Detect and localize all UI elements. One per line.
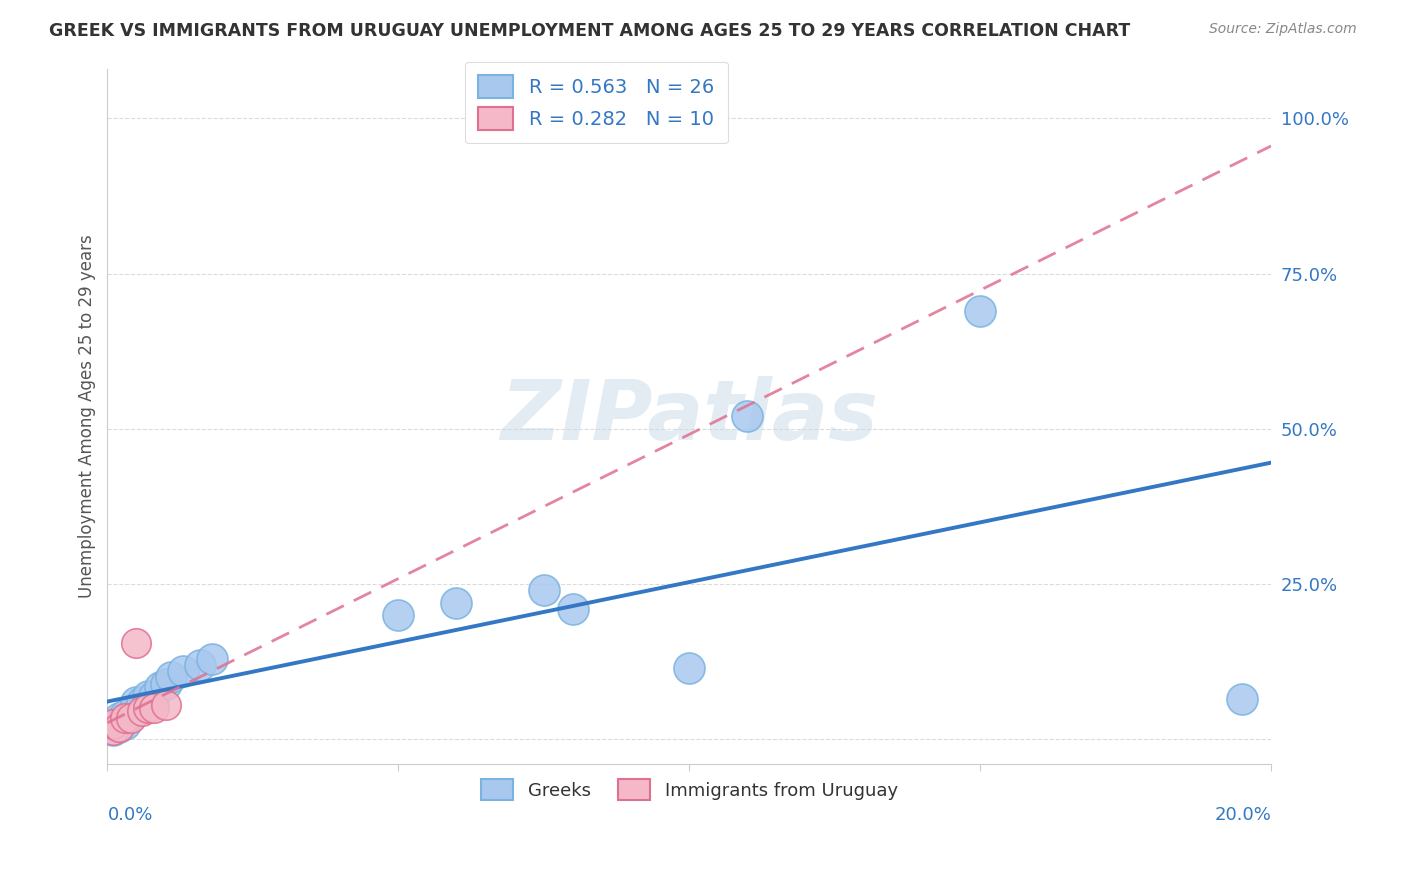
Y-axis label: Unemployment Among Ages 25 to 29 years: Unemployment Among Ages 25 to 29 years (79, 235, 96, 599)
Point (136, 701, 159, 715)
Point (678, 661, 700, 675)
Point (149, 680, 172, 694)
Point (131, 695, 153, 709)
Point (103, 723, 125, 738)
Point (190, 657, 212, 672)
Point (114, 717, 136, 731)
Point (155, 676, 177, 690)
Text: ZIPatlas: ZIPatlas (501, 376, 879, 457)
Point (533, 583, 555, 598)
Point (120, 707, 142, 722)
Point (172, 664, 194, 678)
Point (387, 608, 409, 623)
Point (201, 651, 224, 665)
Point (142, 701, 165, 715)
Point (737, 409, 759, 424)
Point (125, 705, 148, 719)
Point (108, 711, 131, 725)
Text: GREEK VS IMMIGRANTS FROM URUGUAY UNEMPLOYMENT AMONG AGES 25 TO 29 YEARS CORRELAT: GREEK VS IMMIGRANTS FROM URUGUAY UNEMPLO… (49, 22, 1130, 40)
Point (446, 596, 468, 610)
Point (114, 707, 136, 722)
Legend: Greeks, Immigrants from Uruguay: Greeks, Immigrants from Uruguay (474, 772, 905, 807)
Point (120, 711, 142, 725)
Text: Source: ZipAtlas.com: Source: ZipAtlas.com (1209, 22, 1357, 37)
Point (125, 695, 148, 709)
Point (103, 717, 125, 731)
Point (108, 720, 131, 734)
Point (136, 689, 159, 703)
Point (131, 705, 153, 719)
Point (969, 303, 991, 318)
Point (561, 602, 583, 616)
Point (160, 670, 183, 684)
Point (103, 717, 125, 731)
Point (125, 636, 148, 650)
Point (142, 689, 165, 703)
Text: 0.0%: 0.0% (107, 806, 153, 824)
Text: 20.0%: 20.0% (1215, 806, 1271, 824)
Point (108, 720, 131, 734)
Point (155, 698, 177, 713)
Point (114, 711, 136, 725)
Point (103, 723, 125, 738)
Point (1230, 692, 1253, 706)
